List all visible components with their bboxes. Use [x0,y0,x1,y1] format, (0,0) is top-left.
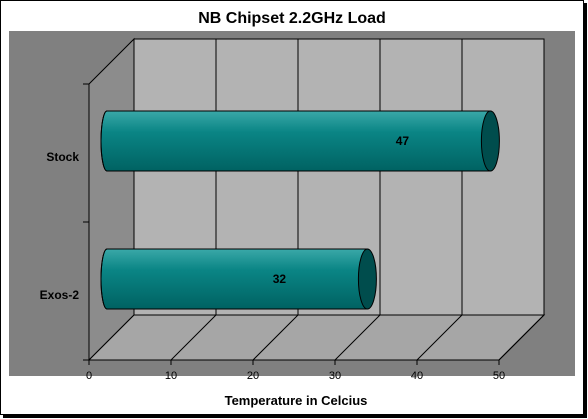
chart-title: NB Chipset 2.2GHz Load [198,10,386,27]
x-tick-label: 0 [86,370,92,382]
floor [87,314,546,361]
side-wall [88,37,135,362]
data-label: 32 [273,272,287,286]
x-tick-label: 20 [247,370,259,382]
gridline-floor [416,314,463,361]
bar-stock [100,110,497,172]
bar-exos-2 [100,248,374,310]
data-label: 47 [396,134,410,148]
x-tick-label: 10 [165,370,177,382]
category-label: Exos-2 [40,288,80,302]
gridline-floor [252,314,299,361]
chart-plot: 0 10 20 30 40 50 47 Stock 32 Exos-2 Temperature in… [9,31,575,408]
gridline-floor [334,314,381,361]
bar-cap [357,248,377,310]
bar-cap [480,110,500,172]
x-tick-label: 50 [493,370,505,382]
gridline-floor [170,314,217,361]
gridline-floor [498,314,545,361]
x-tick-label: 30 [329,370,341,382]
bar-start-edge [100,110,108,172]
x-tick-label: 40 [411,370,423,382]
bar-start-edge [100,248,108,310]
x-axis-title: Temperature in Celcius [225,393,368,408]
category-label: Stock [46,150,79,164]
